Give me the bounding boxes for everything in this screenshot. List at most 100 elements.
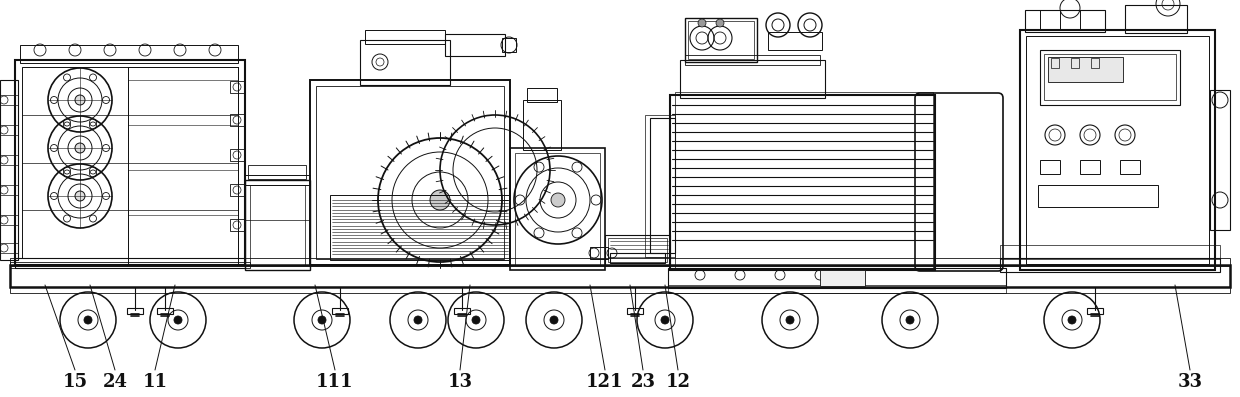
Bar <box>126 308 143 314</box>
Bar <box>22 67 238 258</box>
Bar <box>1120 160 1140 174</box>
Bar <box>0 95 19 105</box>
Bar <box>608 238 667 262</box>
Bar <box>0 125 19 135</box>
Bar <box>515 153 600 265</box>
Bar <box>1087 308 1104 314</box>
Circle shape <box>74 143 86 153</box>
Bar <box>610 253 665 263</box>
Bar <box>0 243 19 253</box>
Bar <box>688 21 754 59</box>
Bar <box>229 114 244 126</box>
Circle shape <box>472 316 480 324</box>
Bar <box>1025 36 1209 264</box>
Bar <box>0 215 19 225</box>
Text: 15: 15 <box>62 373 88 391</box>
Circle shape <box>786 316 794 324</box>
Bar <box>1210 90 1230 230</box>
Bar <box>1044 54 1176 100</box>
Bar <box>820 270 866 286</box>
Bar <box>229 219 244 231</box>
Bar <box>768 32 822 50</box>
Circle shape <box>698 19 706 27</box>
Text: 13: 13 <box>448 373 472 391</box>
Bar <box>523 100 560 150</box>
Bar <box>310 80 510 265</box>
Bar <box>1040 50 1180 105</box>
Bar <box>332 308 348 314</box>
Bar <box>365 30 445 44</box>
Bar <box>1080 160 1100 174</box>
Text: 121: 121 <box>587 373 624 391</box>
Bar <box>650 118 675 253</box>
Bar <box>445 34 505 56</box>
Text: 111: 111 <box>316 373 353 391</box>
Bar <box>510 148 605 270</box>
Bar <box>645 115 675 257</box>
Bar <box>1040 160 1060 174</box>
Bar <box>0 155 19 165</box>
Circle shape <box>174 316 182 324</box>
Bar <box>15 258 246 268</box>
Bar <box>627 308 644 314</box>
Circle shape <box>661 316 670 324</box>
Bar <box>668 268 1006 288</box>
Bar <box>1048 57 1123 82</box>
Text: 11: 11 <box>143 373 167 391</box>
Circle shape <box>430 190 450 210</box>
Bar <box>360 40 450 85</box>
Circle shape <box>317 316 326 324</box>
Bar <box>999 245 1220 259</box>
Bar <box>1125 5 1187 33</box>
Bar <box>10 287 1230 293</box>
Bar <box>605 235 670 265</box>
Text: 33: 33 <box>1178 373 1203 391</box>
Bar <box>1025 10 1105 32</box>
Bar <box>1038 185 1158 207</box>
Bar <box>527 88 557 102</box>
Bar <box>229 81 244 93</box>
Circle shape <box>74 95 86 105</box>
Bar <box>10 265 1230 287</box>
Bar <box>670 95 935 270</box>
Bar <box>20 45 238 63</box>
Circle shape <box>551 316 558 324</box>
Bar <box>454 308 470 314</box>
Circle shape <box>906 316 914 324</box>
Bar <box>250 185 305 265</box>
Bar <box>229 184 244 196</box>
Bar <box>248 165 306 179</box>
Text: 24: 24 <box>103 373 128 391</box>
Circle shape <box>414 316 422 324</box>
Circle shape <box>715 19 724 27</box>
Bar <box>999 258 1220 272</box>
Bar <box>246 175 310 185</box>
Bar <box>1052 58 1059 68</box>
Text: 12: 12 <box>666 373 691 391</box>
Bar <box>668 285 1006 293</box>
Bar <box>229 149 244 161</box>
Circle shape <box>84 316 92 324</box>
Bar <box>246 180 310 270</box>
Text: 23: 23 <box>630 373 656 391</box>
Bar <box>675 92 932 270</box>
Bar <box>0 185 19 195</box>
Bar <box>0 80 19 260</box>
Bar <box>157 308 174 314</box>
Bar <box>684 18 756 62</box>
Bar <box>15 60 246 265</box>
Circle shape <box>74 191 86 201</box>
Bar <box>128 67 238 265</box>
Bar <box>680 60 825 98</box>
Bar <box>1071 58 1079 68</box>
Circle shape <box>1068 316 1076 324</box>
Bar <box>1021 30 1215 270</box>
Bar <box>330 195 510 260</box>
Bar <box>1091 58 1099 68</box>
Bar <box>316 86 503 259</box>
Bar <box>684 55 820 65</box>
Bar <box>590 247 608 259</box>
Circle shape <box>551 193 565 207</box>
Bar <box>502 38 516 52</box>
Bar <box>10 258 1230 266</box>
